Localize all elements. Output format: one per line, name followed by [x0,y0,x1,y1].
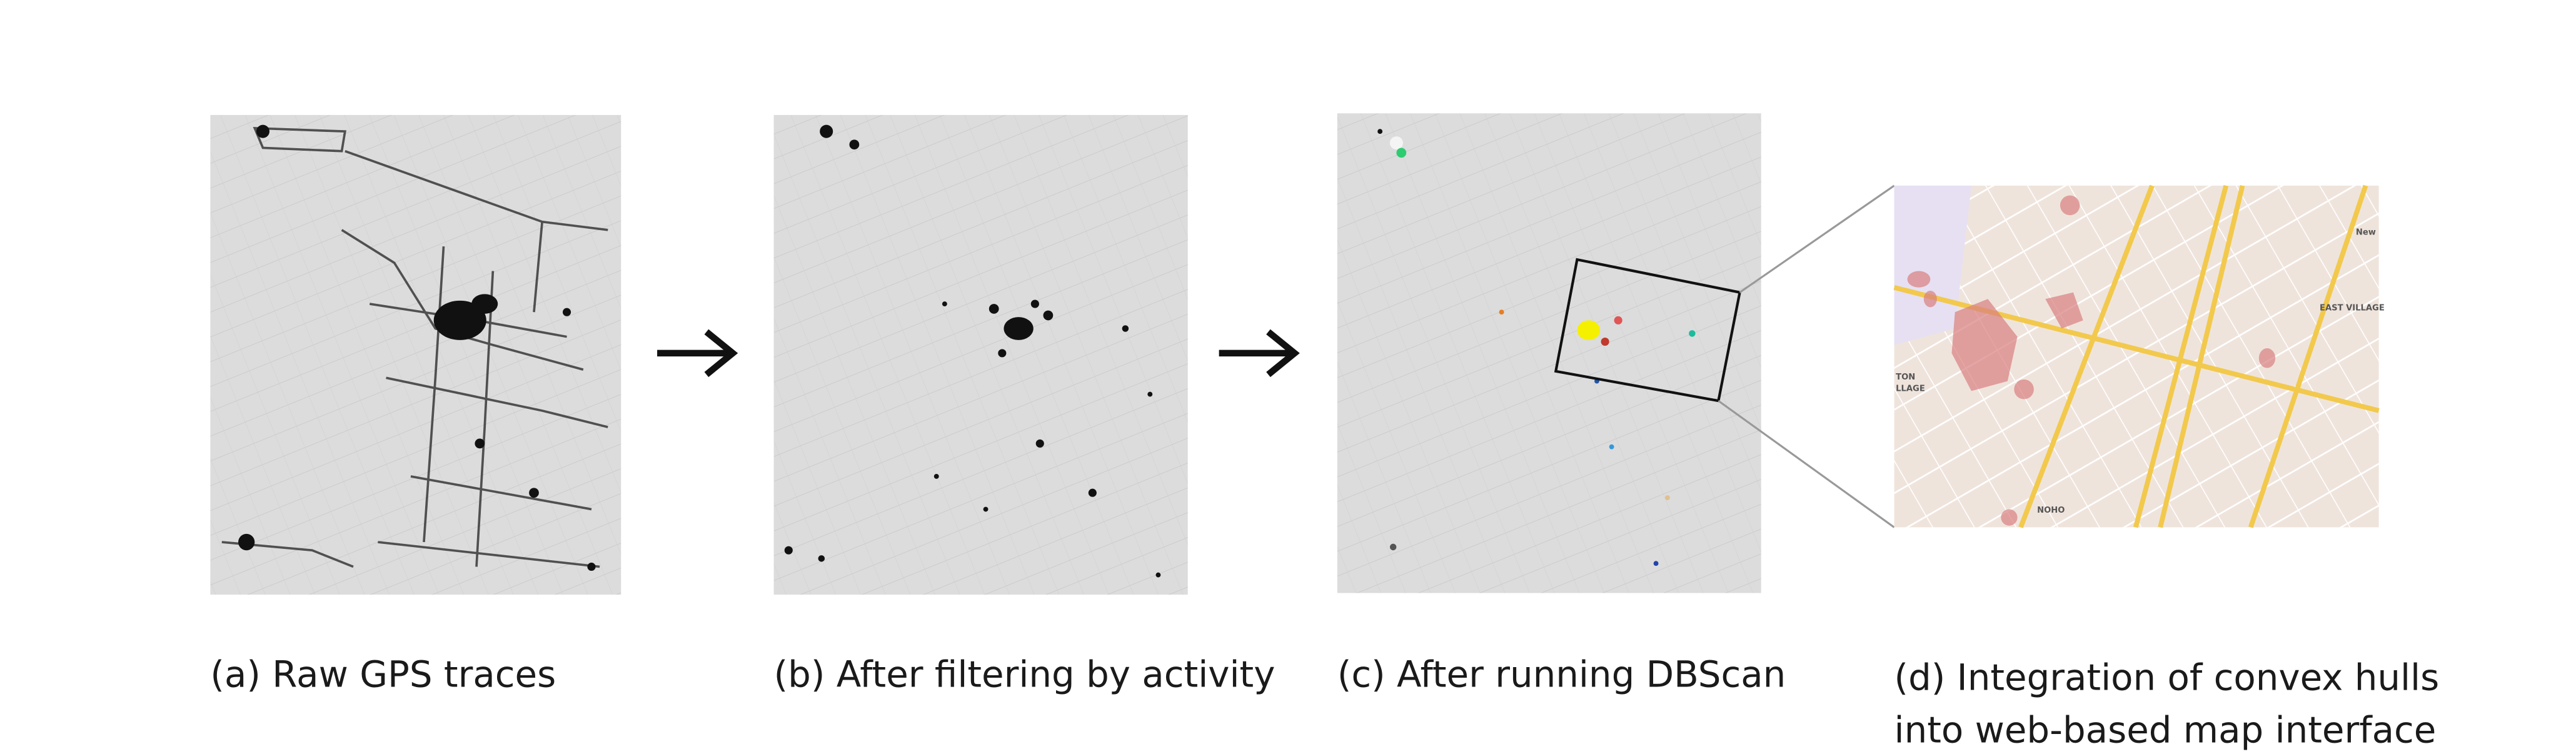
map-shape [1665,495,1670,501]
map-shape [1499,309,1504,315]
panel-web-map: New EAST VILLAGE NOHO TON LLAGE [1893,184,2385,528]
zoom-connector [1718,184,1895,528]
caption: (a) Raw GPS traces [210,653,556,695]
map-shape [784,546,793,555]
map-shape [1122,325,1129,332]
map-shape [562,308,571,316]
caption: (b) After filtering by activity [774,653,1275,695]
arrow [1219,329,1300,378]
map-shape [1601,337,1609,346]
map-shape [423,246,445,543]
map-shape [1653,561,1659,566]
map-label: TON [1896,373,1915,382]
map-shape [1389,543,1397,551]
map-shape [1043,310,1054,321]
map-shape [2248,184,2368,528]
map-shape [1155,572,1161,578]
map-label: EAST VILLAGE [2320,304,2385,313]
map-shape [2060,195,2080,216]
map-shape [933,474,939,479]
map-shape [1035,439,1044,448]
map-shape [341,229,584,371]
map-label: New [2356,228,2376,238]
panel-dbscan [1337,113,1761,593]
map-shape [989,304,999,314]
map-shape [2133,184,2229,528]
panel-filtered [773,114,1188,595]
map-shape [238,533,255,551]
caption: into web-based map interface [1894,709,2437,751]
map-shape [1266,329,1300,378]
map-shape [820,124,833,138]
map-label: NOHO [2037,506,2065,515]
map-shape [256,124,269,138]
map-shape [210,114,621,595]
map-shape [433,300,486,340]
map-shape [410,475,592,511]
panel-raw [210,114,621,595]
map-shape [2258,348,2276,368]
map-label: LLAGE [1896,384,1925,393]
map-shape [1907,195,2276,526]
arrow [657,329,738,378]
map-shape [2045,292,2083,329]
map-shape [529,488,539,498]
map-shape [1377,129,1383,134]
map-shape [1609,444,1614,450]
map-shape [818,555,825,562]
map-shape [1894,185,1972,345]
map-shape [849,139,860,150]
map-shape [704,329,738,378]
map-shape [1337,113,1761,593]
map-shape [1088,488,1097,497]
map-shape [238,124,596,571]
map-shape [475,271,495,567]
map-shape [773,114,1188,595]
map-shape [2158,184,2245,528]
map-shape [1004,317,1034,340]
map-shape [1923,291,1937,308]
map-shape [533,221,543,313]
map-shape [1907,271,1931,288]
map-shape [386,376,608,428]
caption: (c) After running DBScan [1337,653,1786,695]
map-shape [475,438,485,449]
map-shape [998,349,1007,358]
map-shape [1951,299,2018,391]
map-shape [1030,299,1039,308]
map-shape [2001,509,2018,526]
map-shape [587,562,596,571]
map-shape [378,541,600,568]
map-shape [1389,136,1403,150]
caption: (d) Integration of convex hulls [1894,656,2440,699]
map-shape [1147,391,1153,397]
map-shape [1689,330,1696,337]
map-shape [784,124,1161,578]
map-shape [983,506,989,512]
map-shape [1718,400,1895,528]
map-shape [253,126,347,153]
map-shape [1739,184,1895,293]
map-shape [942,301,947,307]
map-shape [1396,148,1407,158]
map-shape [2018,184,2155,528]
map-shape [1577,320,1601,340]
map-shape [471,294,498,314]
map-shape [2014,379,2034,400]
map-shape [1614,316,1623,324]
